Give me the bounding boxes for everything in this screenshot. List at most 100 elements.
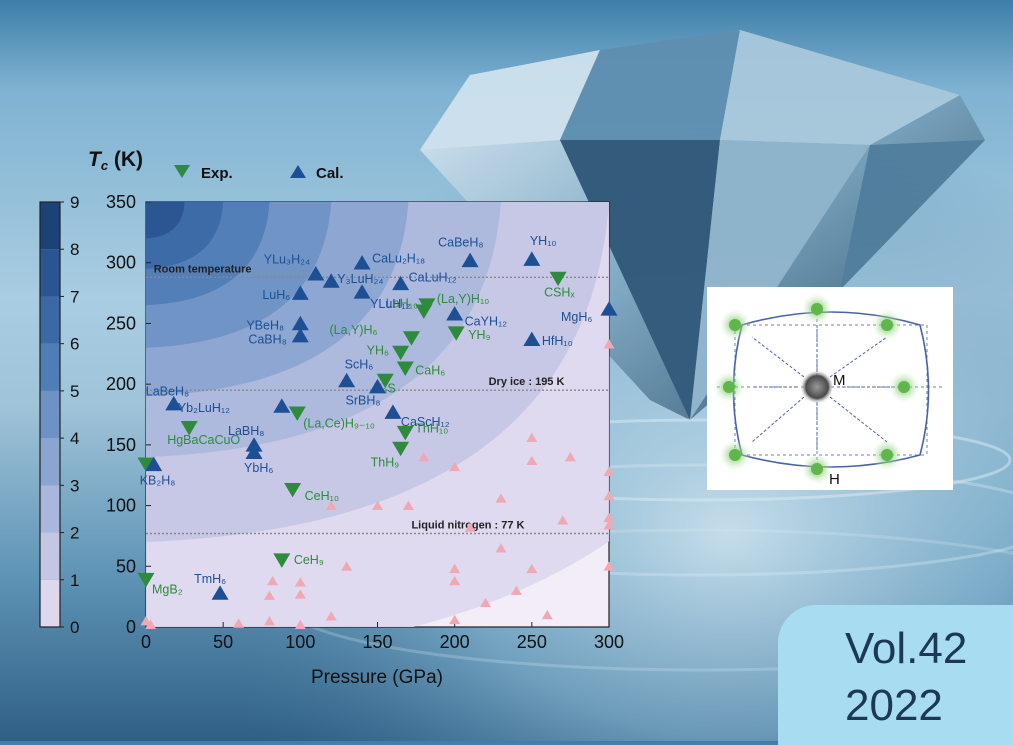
pink-point <box>526 432 538 442</box>
pink-point <box>267 575 279 586</box>
colorbar: 0 1 2 3 4 5 6 7 8 9 <box>39 193 79 637</box>
pink-point <box>418 452 430 462</box>
pink-point <box>603 512 615 523</box>
x-axis-label: Pressure (GPa) <box>311 667 443 688</box>
y-tick-label: 300 <box>106 253 136 273</box>
cal-marker <box>245 437 263 452</box>
exp-marker <box>137 572 155 588</box>
pink-point <box>510 585 522 595</box>
cal-marker <box>245 444 263 459</box>
exp-marker <box>396 425 414 441</box>
point-label: CaYH₁₂ <box>465 315 508 329</box>
colorbar-tick-label: 9 <box>70 193 79 212</box>
cal-marker <box>322 273 340 288</box>
cal-marker <box>523 331 541 347</box>
point-label: CaBH₈ <box>248 333 287 347</box>
point-label: KB₂H₈ <box>140 473 176 487</box>
point-label: (La,Y)H₁₀ <box>437 292 489 306</box>
tc-pressure-chart: Room temperature Dry ice : 195 K Liquid ni… <box>0 140 630 700</box>
cal-marker <box>338 372 356 388</box>
colorbar-segment <box>40 579 60 627</box>
pink-point <box>603 490 615 501</box>
pink-point <box>541 609 553 620</box>
point-label: HgBaCaCuO <box>167 433 240 447</box>
cal-marker <box>600 301 618 316</box>
point-label: MgB₂ <box>152 583 183 597</box>
point-label: YH₁₀ <box>530 234 557 248</box>
pink-point <box>372 500 383 510</box>
colorbar-tick-label: 5 <box>70 382 79 401</box>
point-label: TmH₆ <box>194 572 226 586</box>
point-label: LaBH₈ <box>228 424 264 438</box>
point-label: Y₃LuH₂₄ <box>337 272 383 286</box>
point-label: LaH₁₀ <box>386 296 418 310</box>
colorbar-tick-label: 3 <box>70 476 79 495</box>
pink-point <box>603 339 615 349</box>
hydrogen-label: H <box>829 471 840 488</box>
pink-point <box>526 455 538 466</box>
axis-ticks: 0 50 100 150 200 250 300 0 50 100 150 200 250 300 350 <box>106 192 624 652</box>
point-label: Yb₂LuH₁₂ <box>178 401 230 415</box>
cal-marker <box>291 327 309 343</box>
colorbar-segment <box>40 485 60 533</box>
cal-marker <box>165 395 183 411</box>
colorbar-tick-label: 0 <box>70 618 79 637</box>
pink-point <box>341 561 353 571</box>
cal-marker <box>369 378 386 394</box>
colorbar-segment <box>40 532 60 580</box>
legend: Exp. Cal. <box>174 165 344 182</box>
colorbar-segment <box>40 202 60 250</box>
point-label: HfH₁₀ <box>542 334 573 348</box>
cal-marker <box>461 252 479 268</box>
point-label: YbH₆ <box>244 461 273 475</box>
reference-line-label: Liquid nitrogen : 77 K <box>411 520 524 532</box>
exp-marker <box>137 457 155 472</box>
exp-marker <box>376 373 394 389</box>
point-label: (La,Ce)H₉₋₁₀ <box>303 416 375 430</box>
colorbar-tick-label: 7 <box>70 287 79 306</box>
colorbar-segment <box>40 343 60 391</box>
pink-point <box>294 577 306 587</box>
legend-exp-marker <box>174 165 190 178</box>
exp-marker <box>402 331 420 346</box>
hydrogen-atoms <box>713 293 920 485</box>
x-tick-label: 250 <box>517 632 547 652</box>
colorbar-segment <box>40 296 60 344</box>
volume-badge <box>778 605 1013 745</box>
point-label: MgH₆ <box>561 310 592 324</box>
pink-point <box>603 466 615 476</box>
y-axis-label: Tc (K) <box>88 148 143 173</box>
pink-point <box>449 575 461 586</box>
exp-marker <box>549 271 567 287</box>
point-label: ThH₉ <box>371 456 400 470</box>
cal-marker <box>392 275 410 291</box>
point-label: ThH₁₀ <box>415 422 448 436</box>
volume-label: Vol.42 <box>845 624 968 673</box>
point-label: CaScH₁₂ <box>401 415 450 429</box>
point-label: YBeH₈ <box>246 318 284 332</box>
pink-point <box>325 500 337 510</box>
point-label: YH₆ <box>367 344 389 358</box>
cal-marker <box>353 255 371 270</box>
y-tick-label: 100 <box>106 496 136 516</box>
point-label: LaBeH₈ <box>146 385 189 399</box>
reference-line-label: Dry ice : 195 K <box>489 376 565 388</box>
structure-inset: M H <box>707 287 953 490</box>
exp-marker <box>447 326 465 341</box>
colorbar-tick-label: 4 <box>70 429 79 448</box>
point-label: CaLu₂H₁₈ <box>372 252 425 266</box>
cal-marker <box>353 284 371 299</box>
point-label: CaBeH₈ <box>438 235 483 249</box>
pink-point <box>294 589 306 599</box>
point-label: LuH₆ <box>262 288 290 302</box>
pink-point <box>526 563 538 574</box>
legend-cal-label: Cal. <box>316 165 344 182</box>
pink-point <box>325 611 337 621</box>
cal-marker <box>307 265 325 281</box>
point-label: CaH₆ <box>415 363 445 377</box>
x-tick-label: 200 <box>440 632 470 652</box>
point-label: CaLuH₁₂ <box>409 270 457 284</box>
metal-label: M <box>833 372 846 389</box>
colorbar-segment <box>40 390 60 439</box>
pink-point <box>233 618 245 628</box>
